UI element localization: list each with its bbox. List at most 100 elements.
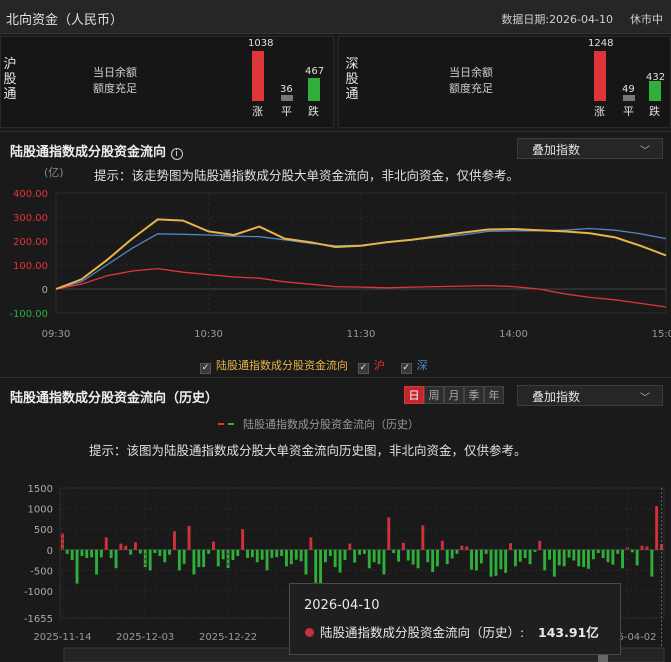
y-tick-label: -1000 bbox=[24, 587, 53, 598]
legend-item-sh[interactable]: ✓ 沪 bbox=[357, 359, 385, 374]
history-bar bbox=[499, 549, 503, 570]
history-bar bbox=[494, 549, 498, 576]
history-bar bbox=[367, 549, 371, 569]
y-tick-label: 1500 bbox=[28, 484, 53, 495]
history-bar bbox=[314, 549, 318, 583]
legend-item-total[interactable]: ✓ 陆股通指数成分股资金流向 bbox=[200, 359, 348, 374]
y-tick-label: 100.00 bbox=[13, 261, 48, 272]
history-bar bbox=[591, 549, 595, 560]
history-bar bbox=[543, 549, 547, 571]
history-bar bbox=[104, 537, 108, 550]
panel-sh-connect: 沪股通 当日余额 额度充足 1038 涨 36 平 467 跌 bbox=[0, 36, 334, 128]
history-bar bbox=[582, 549, 586, 568]
tab-month[interactable]: 月 bbox=[444, 386, 464, 404]
x-tick-label: 2025-12-22 bbox=[199, 632, 257, 643]
history-bar bbox=[202, 549, 206, 568]
history-bar bbox=[294, 549, 298, 560]
history-bar bbox=[450, 549, 454, 559]
history-bar bbox=[382, 549, 386, 575]
divider bbox=[0, 131, 671, 132]
history-bar bbox=[465, 546, 469, 550]
history-bar bbox=[197, 549, 201, 568]
history-bar bbox=[85, 549, 89, 558]
history-bar bbox=[635, 549, 639, 566]
history-bar bbox=[655, 506, 659, 550]
history-bar bbox=[246, 549, 249, 558]
history-bar bbox=[158, 549, 162, 556]
checkbox-icon[interactable]: ✓ bbox=[200, 363, 211, 374]
checkbox-icon[interactable]: ✓ bbox=[357, 363, 369, 374]
flat-bar bbox=[623, 95, 635, 101]
history-bar bbox=[207, 549, 210, 554]
tooltip-date: 2026-04-10 bbox=[304, 598, 380, 613]
flat-label: 平 bbox=[281, 105, 292, 118]
y-tick-label: 0 bbox=[47, 546, 53, 557]
history-bar bbox=[660, 543, 663, 550]
y-tick-label: 200.00 bbox=[13, 237, 48, 248]
intraday-chart[interactable]: 400.00 300.00 200.00 100.00 0 -100.00 09:30 10:… bbox=[0, 185, 671, 345]
overlay-index-dropdown-history[interactable]: 叠加指数 ﹀ bbox=[517, 385, 663, 406]
history-bar bbox=[523, 549, 527, 558]
history-bar bbox=[426, 549, 430, 563]
history-bar bbox=[616, 549, 620, 554]
history-bar bbox=[431, 549, 435, 573]
history-bar bbox=[353, 549, 357, 563]
history-legend[interactable]: 陆股通指数成分股资金流向（历史） bbox=[218, 416, 419, 432]
tab-day[interactable]: 日 bbox=[404, 386, 424, 404]
history-bar bbox=[363, 549, 366, 554]
history-bar bbox=[645, 546, 649, 550]
history-bar bbox=[129, 549, 133, 555]
history-bar bbox=[148, 549, 152, 571]
quota-status: 当日余额 额度充足 bbox=[449, 66, 493, 95]
overlay-index-dropdown[interactable]: 叠加指数 ﹀ bbox=[517, 138, 663, 159]
down-label: 跌 bbox=[308, 105, 319, 118]
tab-quarter[interactable]: 季 bbox=[464, 386, 484, 404]
history-bar bbox=[406, 549, 410, 561]
down-count: 432 bbox=[646, 72, 666, 83]
quota-status: 当日余额 额度充足 bbox=[93, 66, 137, 95]
flat-bar bbox=[281, 95, 293, 101]
history-bar bbox=[440, 540, 444, 550]
info-icon[interactable]: i bbox=[170, 148, 183, 160]
intraday-legend: ✓ 陆股通指数成分股资金流向 ✓ 沪 ✓ 深 bbox=[200, 357, 428, 374]
history-bar bbox=[260, 549, 264, 560]
up-label: 涨 bbox=[252, 105, 263, 118]
x-tick-label: 2025-11-14 bbox=[33, 632, 91, 643]
history-bar bbox=[221, 549, 225, 560]
history-bar bbox=[65, 549, 69, 554]
checkbox-icon[interactable]: ✓ bbox=[400, 363, 412, 374]
x-tick-label: 2025-12-03 bbox=[116, 632, 174, 643]
history-bar bbox=[470, 549, 473, 570]
tab-year[interactable]: 年 bbox=[484, 386, 504, 404]
scroll-handle bbox=[598, 650, 608, 662]
history-bar bbox=[75, 549, 79, 584]
history-bar bbox=[348, 543, 352, 550]
history-bar bbox=[241, 529, 245, 550]
x-tick-label: 11:30 bbox=[347, 329, 376, 340]
history-bar bbox=[70, 549, 74, 561]
x-tick-label: 09:30 bbox=[42, 329, 71, 340]
history-bar bbox=[236, 549, 240, 556]
y-tick-label: -100.00 bbox=[9, 309, 48, 320]
history-bar bbox=[61, 533, 64, 550]
history-bar bbox=[411, 549, 415, 565]
history-bar bbox=[324, 549, 327, 563]
history-bar bbox=[372, 549, 376, 563]
history-bar bbox=[192, 549, 196, 575]
x-tick-label: 14:00 bbox=[499, 329, 528, 340]
history-bar bbox=[504, 549, 508, 573]
history-bar bbox=[528, 549, 532, 565]
legend-swatch-icon bbox=[227, 423, 234, 425]
history-bar bbox=[587, 549, 590, 569]
y-tick-label: 0 bbox=[42, 285, 48, 296]
history-bar bbox=[304, 549, 308, 575]
legend-item-sz[interactable]: ✓ 深 bbox=[400, 359, 428, 374]
history-bar bbox=[455, 549, 459, 554]
history-tooltip: 2026-04-10 陆股通指数成分股资金流向（历史）: 143.91亿 bbox=[289, 583, 621, 655]
history-bar bbox=[299, 549, 303, 562]
history-title: 陆股通指数成分股资金流向（历史） bbox=[10, 391, 219, 406]
up-bar bbox=[594, 51, 606, 101]
tab-week[interactable]: 周 bbox=[424, 386, 444, 404]
history-bar bbox=[484, 549, 488, 554]
history-bar bbox=[173, 531, 176, 550]
